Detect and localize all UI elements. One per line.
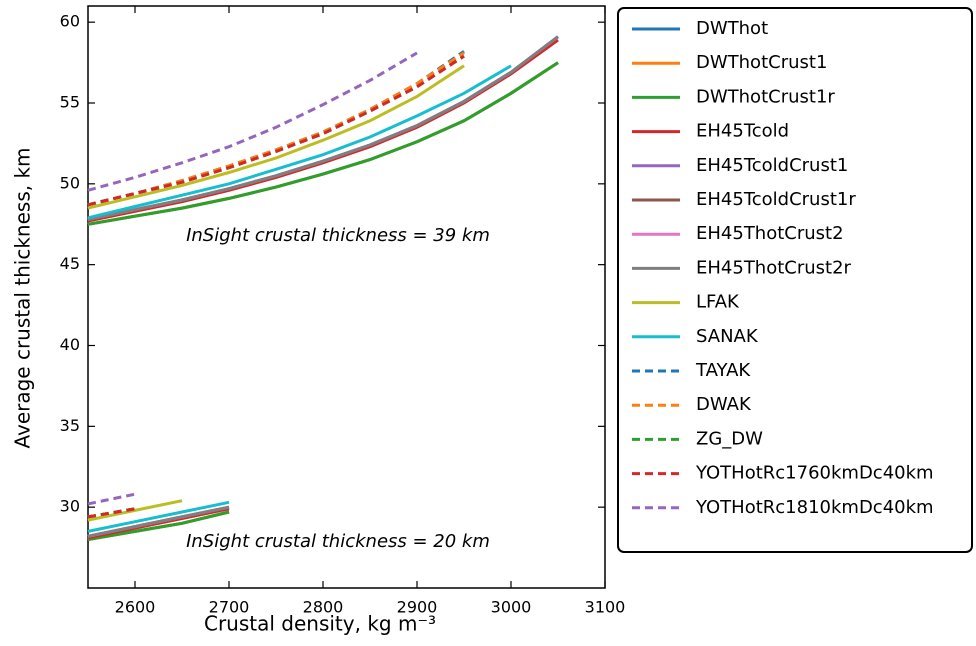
legend-label: DWThotCrust1r (696, 86, 835, 107)
annotation: InSight crustal thickness = 20 km (186, 531, 490, 552)
legend-label: EH45ThotCrust2 (696, 223, 844, 244)
x-tick-label: 2900 (397, 598, 438, 617)
legend-frame (617, 7, 973, 553)
series-line (87, 54, 465, 519)
x-tick-label: 3000 (491, 598, 532, 617)
plot-frame (87, 5, 606, 589)
y-axis-label: Average crustal thickness, km (11, 147, 35, 448)
series-line (87, 51, 465, 519)
legend-label: DWAK (696, 394, 752, 415)
legend-label: EH45ThotCrust2r (696, 257, 852, 278)
series-line (87, 61, 559, 541)
series-line (87, 64, 465, 522)
series-line (87, 38, 559, 540)
series-line (87, 54, 465, 519)
series-line (87, 51, 418, 506)
y-tick-label: 30 (60, 497, 80, 516)
legend-label: DWThotCrust1 (696, 52, 827, 73)
legend-label: YOTHotRc1760kmDc40km (695, 463, 934, 484)
legend-label: SANAK (696, 326, 759, 347)
series-line (87, 61, 559, 541)
x-axis-label: Crustal density, kg m⁻³ (204, 612, 436, 636)
series-line (87, 35, 559, 538)
y-tick-label: 55 (60, 93, 80, 112)
y-tick-label: 50 (60, 173, 80, 192)
series-line (87, 61, 559, 541)
x-tick-label: 2700 (209, 598, 250, 617)
legend-label: DWThot (696, 18, 768, 39)
legend-label: EH45TcoldCrust1r (696, 189, 856, 210)
x-tick-label: 2800 (303, 598, 344, 617)
legend-label: TAYAK (695, 360, 751, 381)
y-tick-label: 60 (60, 12, 80, 31)
series-line (87, 64, 512, 533)
legend-label: LFAK (696, 292, 740, 313)
y-tick-label: 45 (60, 254, 80, 273)
legend-label: YOTHotRc1810kmDc40km (695, 497, 934, 518)
legend-label: EH45Tcold (696, 121, 789, 142)
y-tick-label: 35 (60, 416, 80, 435)
x-tick-label: 3100 (585, 598, 626, 617)
annotation: InSight crustal thickness = 39 km (186, 225, 490, 246)
series-line (87, 35, 559, 538)
legend-label: ZG_DW (696, 428, 763, 449)
series-line (87, 35, 559, 538)
series-line (87, 35, 559, 538)
legend-label: EH45TcoldCrust1 (696, 155, 848, 176)
x-tick-label: 2600 (115, 598, 156, 617)
y-tick-label: 40 (60, 335, 80, 354)
